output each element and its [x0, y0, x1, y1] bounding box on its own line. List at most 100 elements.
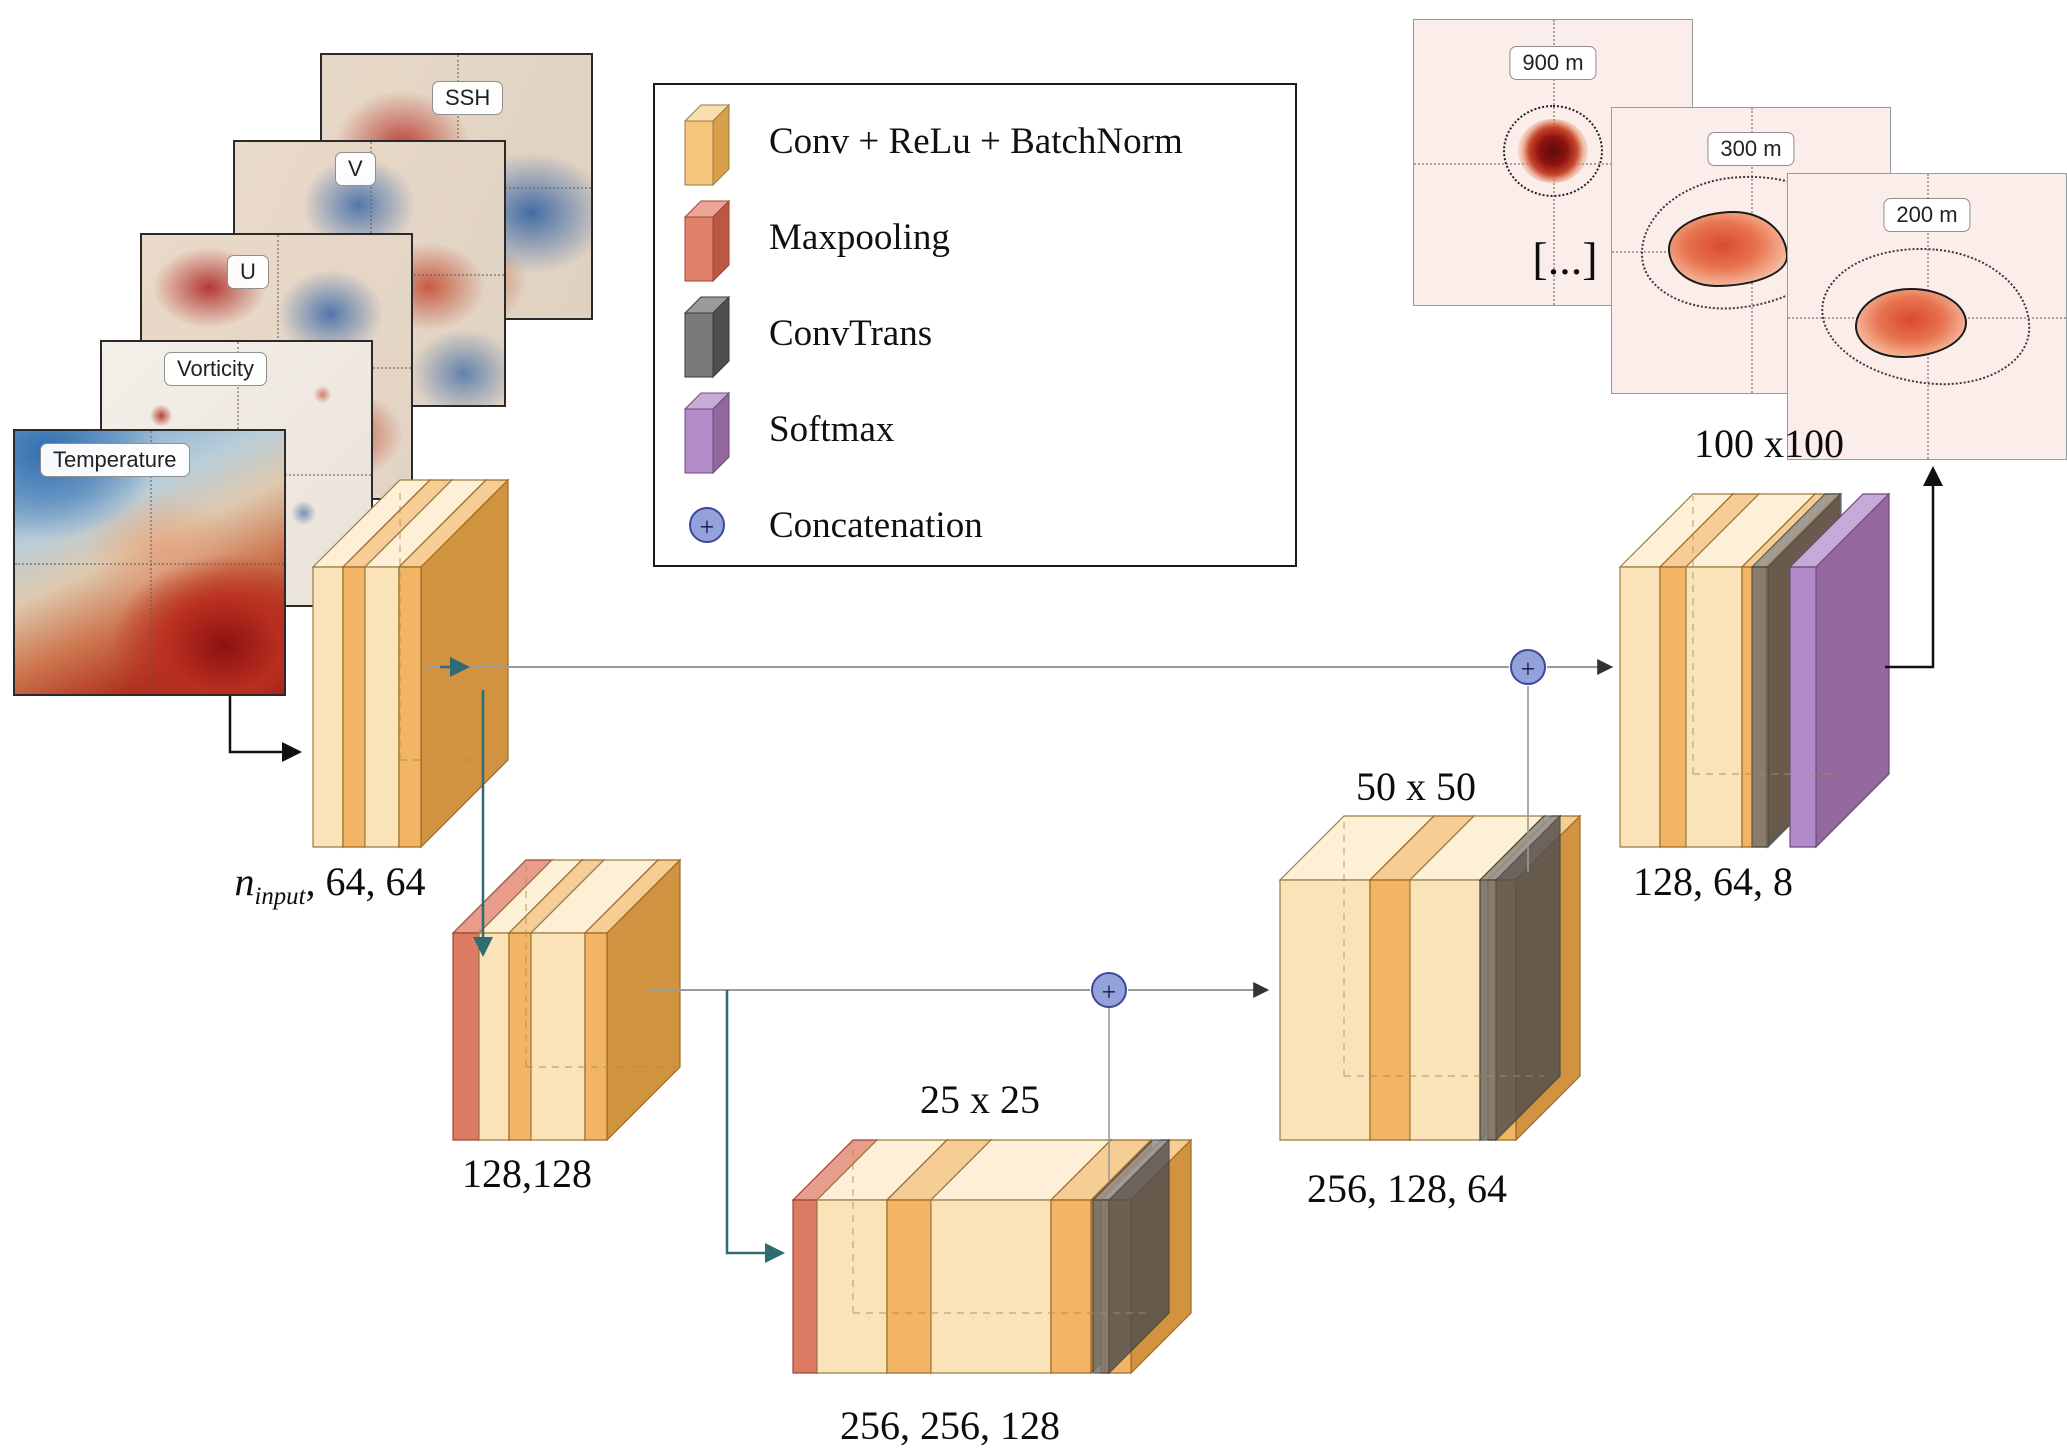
enc1-block-top-face	[397, 479, 510, 568]
bottleneck-block-side-face	[930, 1138, 992, 1375]
enc2-block-front-face	[478, 932, 510, 1141]
softmax-layer	[1788, 492, 1891, 849]
bottleneck-convtrans-dark-front-face	[1092, 1199, 1110, 1374]
dec2-block-top-face	[1618, 493, 1735, 568]
enc2-block-front-face	[584, 932, 608, 1141]
concatenation-icon: +	[689, 507, 725, 543]
enc2-block-front-face	[530, 932, 586, 1141]
label-chip-temperature: Temperature	[40, 443, 190, 477]
bottleneck-convtrans-side-face	[1130, 1138, 1192, 1375]
dec2-block-front-face	[1659, 566, 1687, 848]
eddy-core	[1518, 119, 1588, 184]
label-chip-vorticity: Vorticity	[164, 352, 268, 386]
dec2-block-side-face	[1765, 492, 1840, 849]
crosshair-line	[149, 431, 152, 694]
concat-plus-symbol: +	[1521, 655, 1536, 684]
legend-label-concatenation: Concatenation	[769, 504, 983, 546]
dec1-block-top-face	[1368, 815, 1476, 881]
softmax-layer-top-face	[1788, 493, 1891, 568]
enc2-block-side-face	[530, 858, 605, 1142]
bottleneck-convtrans-top-face	[1099, 1139, 1193, 1201]
bottleneck-block-front-face	[930, 1199, 1052, 1374]
dec1-block	[1278, 814, 1546, 1142]
legend-item-softmax: Softmax	[681, 381, 1285, 477]
swatch-front	[684, 408, 714, 474]
bottleneck-block-side-face	[886, 1138, 948, 1375]
concat-plus-symbol: +	[1102, 978, 1117, 1007]
hidden-edge	[1343, 818, 1544, 1077]
dec1-convtrans	[1486, 814, 1582, 1142]
enc2-block-top-face	[507, 859, 606, 934]
dec2-block-side-face	[1659, 492, 1734, 849]
dec2-block-top-face	[1658, 493, 1761, 568]
eddy-contour-dotted	[1503, 105, 1603, 198]
bottleneck-block-front-face	[1050, 1199, 1092, 1374]
dec2-block-front-face	[1685, 566, 1743, 848]
dec1-block-front-face	[1279, 879, 1371, 1141]
softmax-layer-front-face	[1789, 566, 1817, 848]
enc1-label-subscript: input	[254, 883, 306, 910]
output-size-label: 100 x100	[1694, 421, 1844, 466]
bottleneck-convtrans-dark-side-face	[1108, 1138, 1170, 1375]
dec2-block-top-face	[1684, 493, 1817, 568]
concat-node-2	[1091, 972, 1127, 1008]
dec2-block-side-face	[1741, 492, 1816, 849]
label-chip-300m: 300 m	[1707, 132, 1795, 166]
label-chip-u: U	[227, 255, 269, 289]
legend-item-maxpool: Maxpooling	[681, 189, 1285, 285]
bottleneck-size-label: 25 x 25	[920, 1077, 1040, 1122]
concat-plus-symbol: +	[700, 513, 715, 542]
convtrans-swatch-icon	[683, 295, 731, 379]
legend-label-concatenation-swatch: Softmax	[769, 408, 895, 450]
enc2-block-side-face	[606, 858, 681, 1142]
dec1-convtrans-dark-top-face	[1478, 815, 1562, 881]
legend-label-conv: Conv + ReLu + BatchNorm	[769, 120, 1183, 162]
output-arrow	[1885, 466, 1943, 669]
swatch-front	[684, 312, 714, 378]
input-arrow	[228, 696, 302, 762]
output-ellipsis-label: [...]	[1532, 233, 1598, 284]
eddy-core	[1854, 288, 1967, 358]
enc1-label-suffix: , 64, 64	[305, 859, 426, 904]
bottleneck-convtrans	[1099, 1138, 1193, 1375]
legend-item-conv: Conv + ReLu + BatchNorm	[681, 93, 1285, 189]
dec1-block-side-face	[1479, 814, 1545, 1142]
bottleneck-block-side-face	[1050, 1138, 1112, 1375]
bottleneck-block-side-face	[816, 1138, 878, 1375]
swatch-front	[684, 120, 714, 186]
dec1-convtrans-dark	[1478, 814, 1562, 1142]
concat-circle	[689, 507, 725, 543]
bottleneck-block	[791, 1138, 1153, 1375]
enc2-block-front-face	[508, 932, 532, 1141]
output-map-200m: 200 m	[1787, 173, 2067, 460]
bottleneck-convtrans-dark	[1091, 1138, 1171, 1375]
dec1-block-top-face	[1278, 815, 1436, 881]
dec2-convtrans-dark-top-face	[1750, 493, 1843, 568]
input-image-temperature: Temperature	[13, 429, 286, 696]
eddy-core	[1667, 210, 1788, 287]
bottleneck-label: 256, 256, 128	[840, 1403, 1060, 1448]
enc2-block-top-face	[583, 859, 682, 934]
dec1-convtrans-side-face	[1515, 814, 1581, 1142]
dec2-block-front-face	[1619, 566, 1661, 848]
conv-blocks-layer	[311, 478, 1891, 1375]
enc1-block-front-face	[312, 566, 344, 848]
enc1-block-front-face	[342, 566, 366, 848]
bottleneck-block-front-face	[816, 1199, 888, 1374]
dec1-block-side-face	[1369, 814, 1435, 1142]
hidden-edge	[399, 487, 508, 761]
dec1-label: 256, 128, 64	[1307, 1166, 1507, 1211]
legend-label-maxpool: Maxpooling	[769, 216, 950, 258]
dec2-block	[1618, 492, 1841, 849]
dec1-convtrans-dark-front-face	[1479, 879, 1497, 1141]
dec1-block-front-face	[1409, 879, 1481, 1141]
bottleneck-block-front-face	[886, 1199, 932, 1374]
enc1-block-side-face	[364, 478, 453, 849]
bottleneck-convtrans-front-face	[1100, 1199, 1132, 1374]
enc1-block-front-face	[398, 566, 422, 848]
enc1-label-var: n	[234, 859, 255, 904]
hidden-edge	[525, 862, 680, 1068]
dec2-convtrans-dark	[1750, 492, 1843, 849]
enc2-block-side-face	[584, 858, 659, 1142]
dec1-size-label: 50 x 50	[1356, 764, 1476, 809]
